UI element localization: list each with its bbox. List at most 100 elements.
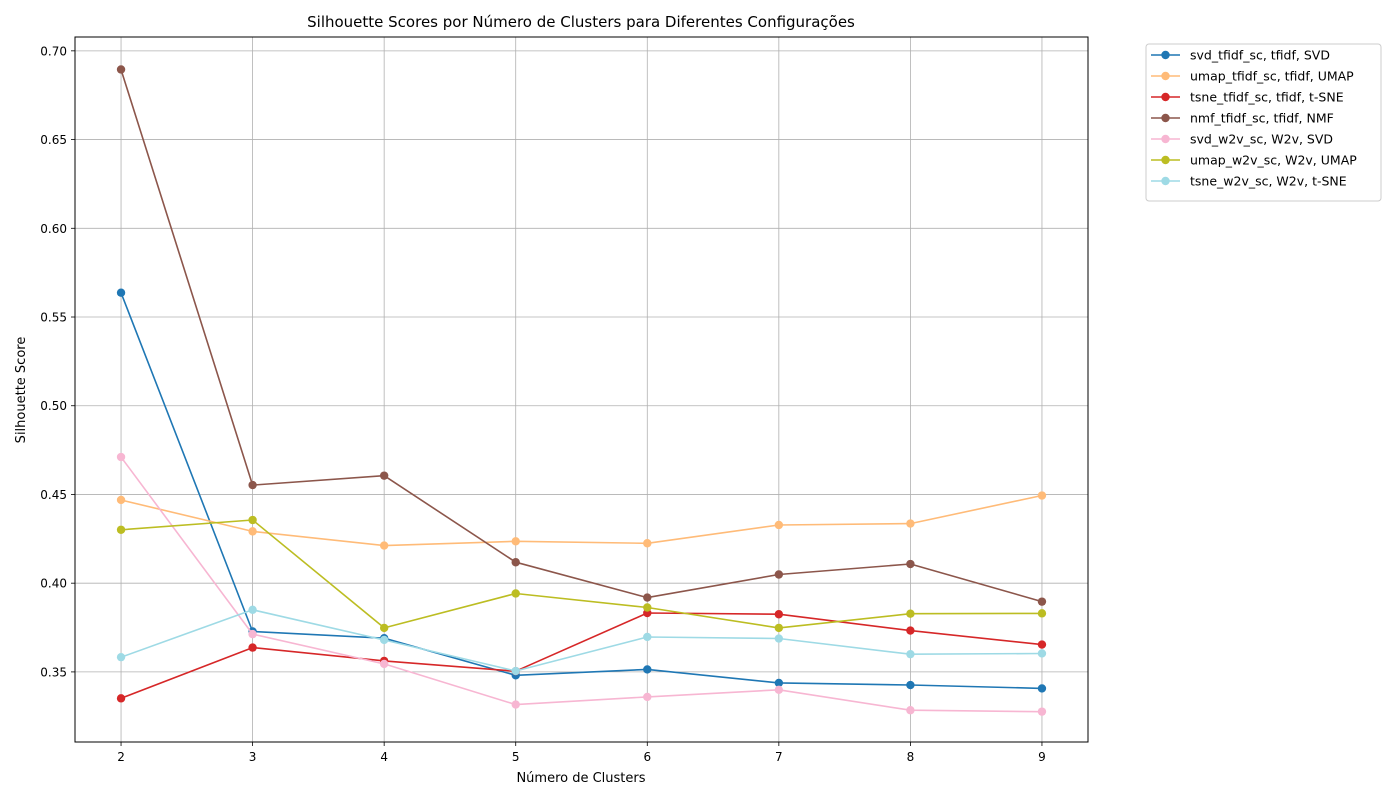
data-point bbox=[116, 694, 126, 703]
data-point bbox=[248, 643, 257, 652]
data-point bbox=[248, 629, 257, 639]
x-tick-label: 7 bbox=[775, 750, 783, 764]
series-1 bbox=[116, 491, 1047, 550]
data-point bbox=[774, 570, 784, 579]
data-point bbox=[774, 610, 784, 619]
data-point bbox=[511, 589, 520, 598]
legend-label: nmf_tfidf_sc, tfidf, NMF bbox=[1190, 111, 1334, 126]
data-point bbox=[379, 471, 389, 480]
series-6 bbox=[116, 605, 1047, 676]
x-tick-label: 5 bbox=[512, 750, 520, 764]
data-point bbox=[116, 525, 126, 534]
data-point bbox=[906, 609, 915, 618]
data-point bbox=[643, 665, 652, 674]
y-tick-label: 0.35 bbox=[40, 665, 67, 679]
legend-marker bbox=[1161, 155, 1170, 165]
y-tick-label: 0.50 bbox=[40, 399, 67, 413]
data-point bbox=[248, 480, 257, 490]
data-point bbox=[116, 65, 126, 74]
legend-marker bbox=[1161, 71, 1170, 81]
legend-entry: umap_tfidf_sc, tfidf, UMAP bbox=[1151, 69, 1354, 84]
data-point bbox=[248, 527, 257, 536]
legend-label: umap_tfidf_sc, tfidf, UMAP bbox=[1190, 69, 1354, 84]
data-point bbox=[379, 635, 389, 645]
data-point bbox=[1037, 491, 1047, 500]
data-point bbox=[906, 626, 915, 635]
grid-lines bbox=[75, 37, 1088, 742]
x-axis-ticks: 2 3 4 5 6 7 8 9 bbox=[117, 742, 1046, 764]
data-point bbox=[1037, 649, 1047, 658]
data-point bbox=[116, 652, 126, 662]
y-axis-label: Silhouette Score bbox=[14, 337, 29, 444]
data-point bbox=[643, 632, 652, 642]
data-point bbox=[116, 495, 126, 505]
data-point bbox=[643, 692, 652, 702]
series-line bbox=[120, 608, 1043, 672]
y-axis-ticks: 0.35 0.40 0.45 0.50 0.55 0.60 0.65 0.70 bbox=[40, 44, 75, 679]
y-tick-label: 0.55 bbox=[40, 311, 67, 325]
series-line bbox=[120, 456, 1043, 713]
series-line bbox=[120, 69, 1043, 603]
data-point bbox=[774, 623, 784, 633]
series-line bbox=[120, 494, 1043, 547]
data-point bbox=[379, 623, 389, 633]
legend-marker bbox=[1161, 134, 1170, 144]
data-point bbox=[906, 649, 915, 659]
x-tick-label: 4 bbox=[380, 750, 388, 764]
data-point bbox=[511, 537, 520, 546]
x-tick-label: 9 bbox=[1038, 750, 1046, 764]
data-point bbox=[774, 678, 784, 688]
data-point bbox=[511, 666, 520, 676]
series-line bbox=[120, 612, 1043, 700]
data-point bbox=[511, 700, 520, 709]
legend-entry: tsne_tfidf_sc, tfidf, t-SNE bbox=[1151, 90, 1344, 105]
legend-entry: tsne_w2v_sc, W2v, t-SNE bbox=[1151, 174, 1347, 189]
x-tick-label: 8 bbox=[907, 750, 915, 764]
y-tick-label: 0.70 bbox=[40, 44, 67, 58]
x-tick-label: 2 bbox=[117, 750, 125, 764]
x-tick-label: 6 bbox=[643, 750, 651, 764]
x-tick-label: 3 bbox=[249, 750, 257, 764]
data-point bbox=[1037, 597, 1047, 606]
data-point bbox=[379, 541, 389, 550]
legend-marker bbox=[1161, 92, 1170, 102]
legend: svd_tfidf_sc, tfidf, SVD umap_tfidf_sc, t… bbox=[1145, 43, 1382, 202]
y-tick-label: 0.60 bbox=[40, 222, 67, 236]
data-point bbox=[1037, 640, 1047, 649]
data-point bbox=[1037, 684, 1047, 693]
data-point bbox=[1037, 609, 1047, 618]
data-point bbox=[116, 452, 126, 462]
data-point bbox=[248, 605, 257, 615]
legend-entry: umap_w2v_sc, W2v, UMAP bbox=[1151, 153, 1357, 168]
data-point bbox=[906, 706, 915, 715]
legend-marker bbox=[1161, 113, 1170, 123]
legend-marker bbox=[1161, 176, 1170, 186]
chart-title: Silhouette Scores por Número de Clusters… bbox=[307, 13, 855, 31]
legend-marker bbox=[1161, 50, 1170, 60]
data-point bbox=[1037, 707, 1047, 716]
data-point bbox=[116, 288, 126, 297]
data-point bbox=[643, 603, 652, 612]
series-5 bbox=[116, 515, 1047, 633]
y-tick-label: 0.40 bbox=[40, 577, 67, 591]
legend-label: svd_tfidf_sc, tfidf, SVD bbox=[1190, 48, 1330, 63]
x-axis-label: Número de Clusters bbox=[516, 771, 645, 786]
series-4 bbox=[116, 452, 1047, 716]
data-point bbox=[906, 559, 915, 569]
series-3 bbox=[116, 65, 1047, 606]
data-point bbox=[643, 593, 652, 602]
legend-entry: svd_w2v_sc, W2v, SVD bbox=[1151, 132, 1333, 147]
series-line bbox=[120, 292, 1043, 690]
data-point bbox=[906, 519, 915, 528]
data-point bbox=[379, 659, 389, 669]
legend-label: svd_w2v_sc, W2v, SVD bbox=[1190, 132, 1333, 147]
data-point bbox=[774, 634, 784, 643]
legend-entry: nmf_tfidf_sc, tfidf, NMF bbox=[1151, 111, 1334, 126]
series-line bbox=[120, 519, 1043, 629]
data-point bbox=[643, 539, 652, 548]
data-point bbox=[511, 558, 520, 567]
data-point bbox=[774, 685, 784, 695]
plot-series bbox=[116, 65, 1047, 716]
legend-label: tsne_w2v_sc, W2v, t-SNE bbox=[1190, 174, 1347, 189]
